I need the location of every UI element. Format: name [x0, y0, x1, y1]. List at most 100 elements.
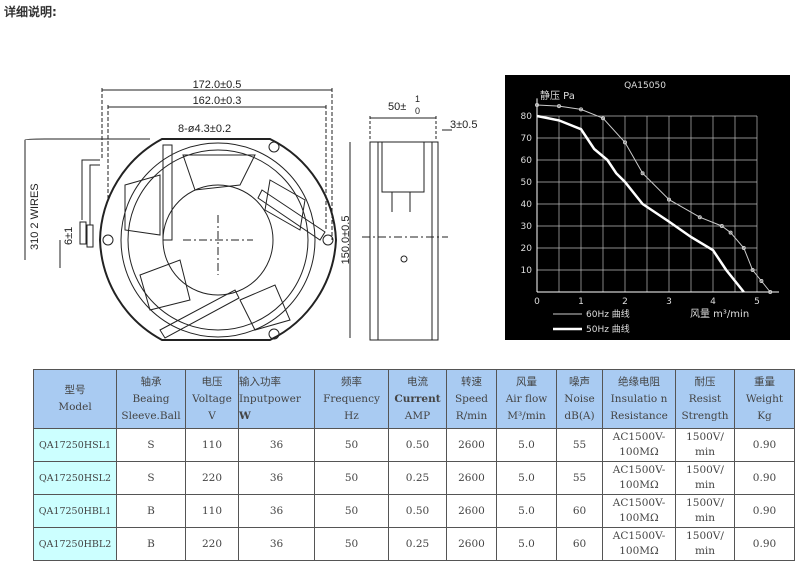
cell-text: B — [147, 537, 155, 550]
cell-text: 0.25 — [405, 471, 430, 484]
x-tick-label: 2 — [622, 297, 628, 307]
header-unit: W — [239, 409, 251, 422]
header-insulation: 绝缘电阻 Insulatio n Resistance — [602, 369, 676, 429]
header-unit: Sleeve.Ball — [121, 409, 181, 422]
cell-text: 50 — [344, 537, 359, 550]
cell-text: 36 — [269, 471, 284, 484]
cell-insulation: AC1500V- 100MΩ — [602, 494, 676, 528]
cell-text: B — [147, 504, 155, 517]
dim-wires: 310 2 WIRES — [29, 183, 41, 250]
cell-text: 100MΩ — [619, 545, 659, 557]
cell-text: 50 — [344, 471, 359, 484]
cell-resist-strength: 1500V/min — [675, 428, 735, 462]
cell-model: QA17250HSL1 — [33, 428, 117, 462]
x-tick-label: 5 — [754, 297, 760, 307]
cell-text: 2600 — [458, 438, 485, 451]
y-tick-label: 50 — [521, 178, 533, 188]
cell-text: 110 — [201, 438, 223, 451]
header-unit: Strength — [681, 409, 729, 422]
cell-text: 60 — [572, 537, 587, 550]
header-cn: 噪声 — [569, 375, 590, 388]
header-en: Voltage — [192, 392, 232, 405]
cell-text: 1500V/ — [686, 431, 724, 443]
header-en: Air flow — [505, 392, 548, 405]
cell-text: 0.90 — [752, 537, 777, 550]
y-tick-label: 70 — [521, 134, 533, 144]
table-row: QA17250HBL2 B 220 36 50 0.25 2600 5.0 60 AC1500V-… — [33, 527, 795, 561]
cell-text: 50 — [344, 504, 359, 517]
header-unit: R/min — [455, 409, 488, 422]
cell-text: 55 — [572, 438, 587, 451]
header-unit: Hz — [344, 409, 359, 422]
header-cn: 轴承 — [140, 375, 162, 388]
header-en: Beaing — [132, 392, 170, 405]
header-voltage: 电压 Voltage V — [185, 369, 239, 429]
cell-frequency: 50 — [314, 527, 389, 561]
x-tick-label: 1 — [578, 297, 584, 307]
fan-side-view — [362, 116, 452, 341]
cell-text: 5.0 — [518, 471, 535, 484]
cell-noise: 55 — [556, 461, 603, 495]
cell-text: 0.90 — [752, 504, 777, 517]
cell-bearing: S — [116, 461, 186, 495]
cell-text: AC1500V- — [612, 431, 666, 443]
cell-text: QA17250HSL2 — [38, 472, 111, 484]
cell-current: 0.25 — [388, 527, 447, 561]
header-cn: 耐压 — [694, 375, 716, 388]
dim-height: 150.0±0.5 — [340, 216, 352, 265]
header-cn: 转速 — [461, 375, 482, 388]
dim-outer-width: 172.0±0.5 — [193, 79, 242, 91]
cell-input-power: 36 — [238, 428, 315, 462]
cell-noise: 60 — [556, 527, 603, 561]
cell-text: QA17250HBL2 — [38, 538, 112, 550]
data-point — [579, 107, 583, 112]
y-tick-label: 60 — [521, 156, 533, 166]
data-point — [557, 104, 561, 109]
cell-airflow: 5.0 — [496, 461, 557, 495]
cell-text: 0.50 — [405, 504, 430, 517]
data-point — [640, 171, 645, 176]
cell-text: 100MΩ — [619, 512, 659, 524]
chart-title: QA15050 — [624, 81, 666, 91]
header-model: 型号 Model — [33, 369, 117, 429]
data-point — [741, 246, 746, 250]
cell-text: S — [147, 438, 155, 451]
data-point — [719, 224, 724, 228]
cell-text: 0.50 — [405, 438, 430, 451]
cell-bearing: B — [116, 494, 186, 528]
cell-text: min — [694, 446, 716, 458]
cell-text: 0.25 — [405, 537, 430, 550]
cell-airflow: 5.0 — [496, 428, 557, 462]
header-unit: Kg — [757, 409, 772, 422]
cell-text: min — [694, 479, 716, 491]
cell-voltage: 110 — [185, 428, 239, 462]
cell-airflow: 5.0 — [496, 527, 557, 561]
cell-text: AC1500V- — [612, 464, 666, 476]
cell-voltage: 220 — [185, 527, 239, 561]
cell-text: 2600 — [458, 471, 485, 484]
cell-text: 0.90 — [752, 438, 777, 451]
header-en: Weight — [745, 392, 784, 405]
header-resist-strength: 耐压 Resist Strength — [675, 369, 735, 429]
table-row: QA17250HBL1 B 110 36 50 0.50 2600 5.0 60 AC1500V-… — [33, 494, 795, 528]
cell-insulation: AC1500V- 100MΩ — [602, 527, 676, 561]
cell-weight: 0.90 — [734, 494, 795, 528]
cell-text: 2600 — [458, 504, 485, 517]
cell-text: 1500V/ — [686, 464, 724, 476]
x-tick-label: 4 — [710, 297, 716, 307]
cell-frequency: 50 — [314, 494, 389, 528]
y-tick-label: 40 — [521, 200, 533, 210]
dim-strip: 6±1 — [63, 227, 75, 245]
header-cn: 绝缘电阻 — [618, 375, 660, 388]
cell-speed: 2600 — [446, 461, 497, 495]
data-point — [750, 268, 755, 272]
cell-text: 100MΩ — [619, 446, 659, 458]
data-point — [601, 116, 605, 121]
header-current: 电流 Current AMP — [388, 369, 447, 429]
cell-insulation: AC1500V- 100MΩ — [602, 428, 676, 462]
cell-resist-strength: 1500V/min — [675, 527, 735, 561]
cell-frequency: 50 — [314, 461, 389, 495]
header-en: Resist — [688, 392, 722, 405]
series-line-50hz — [536, 114, 745, 293]
cell-noise: 60 — [556, 494, 603, 528]
